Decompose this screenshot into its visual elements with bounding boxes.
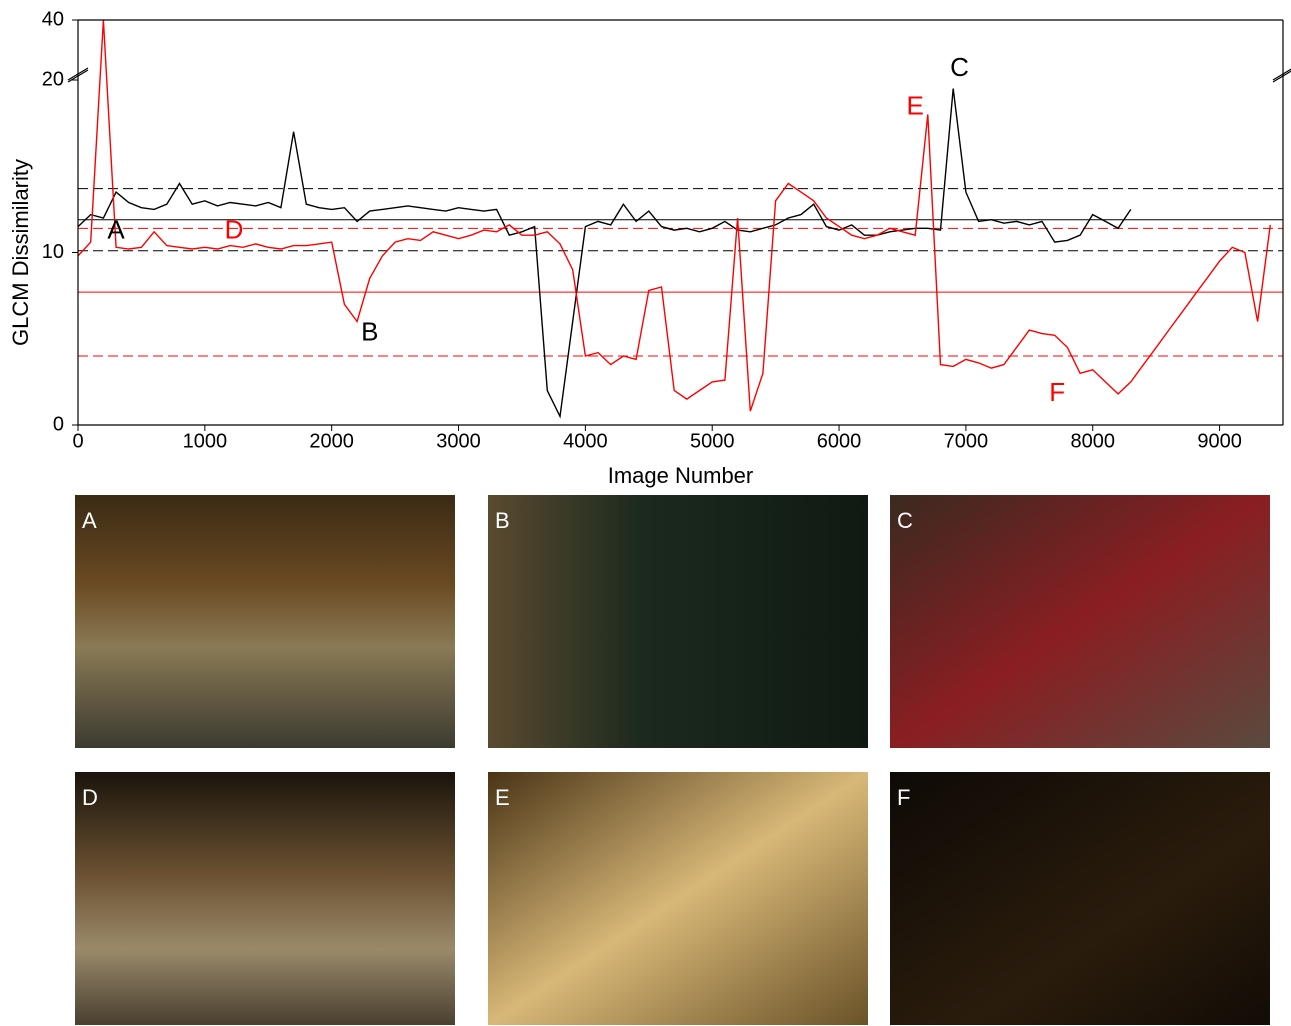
x-tick-label: 1000: [183, 430, 228, 452]
x-tick-label: 8000: [1070, 430, 1115, 452]
y-tick-label: 10: [42, 241, 64, 263]
photo: [488, 772, 868, 1025]
panel-label: D: [82, 785, 98, 810]
axis-break: [1273, 68, 1291, 80]
plot: 0 1000 2000 3000 4000 5000 6000 7000 8000 9000 0 10…: [8, 8, 1291, 488]
x-tick-label: 9000: [1197, 430, 1242, 452]
annotation: D: [225, 215, 244, 245]
panel-label: F: [897, 785, 910, 810]
panel-label: E: [495, 785, 510, 810]
annotation: C: [950, 52, 969, 82]
x-axis-title: Image Number: [608, 463, 754, 488]
x-tick-label: 7000: [944, 430, 989, 452]
photo: [75, 495, 455, 748]
panel-label: C: [897, 508, 913, 533]
annotation: A: [107, 215, 125, 245]
photo-panels: A B C D E F: [75, 495, 1270, 1025]
x-tick-label: 5000: [690, 430, 735, 452]
x-tick-label: 3000: [436, 430, 481, 452]
x-tick-label: 6000: [817, 430, 862, 452]
photo: [890, 495, 1270, 748]
annotation: E: [906, 90, 923, 120]
figure: 0 1000 2000 3000 4000 5000 6000 7000 8000 9000 0 10…: [0, 0, 1291, 1026]
y-tick-label: 20: [42, 68, 64, 90]
panel-label: B: [495, 508, 510, 533]
data-line: [78, 89, 1131, 417]
y-tick-label: 0: [53, 413, 64, 435]
annotation: B: [361, 316, 378, 346]
panel-label: A: [82, 508, 97, 533]
x-tick-label: 2000: [309, 430, 354, 452]
y-axis-title: GLCM Dissimilarity: [8, 159, 33, 346]
y-tick-label: 40: [42, 8, 64, 30]
x-tick-label: 0: [72, 430, 83, 452]
photo: [488, 495, 868, 748]
annotation: F: [1049, 377, 1065, 407]
photo: [75, 772, 455, 1025]
photo: [890, 772, 1270, 1025]
x-tick-label: 4000: [563, 430, 608, 452]
axis-break: [1273, 70, 1291, 82]
